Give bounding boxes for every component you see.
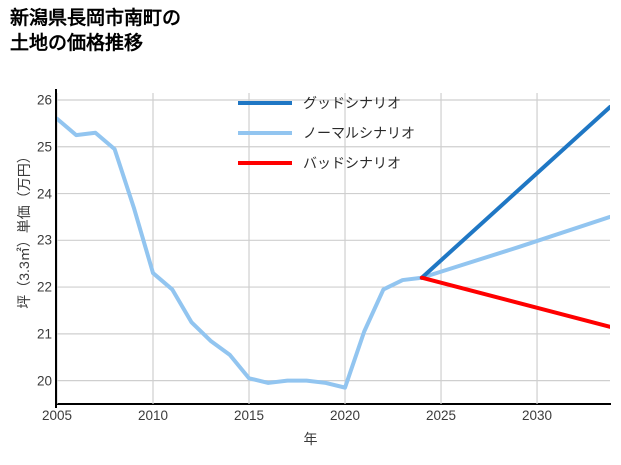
x-tick-label: 2015 (233, 408, 265, 423)
legend-item[interactable]: ノーマルシナリオ (238, 118, 468, 148)
plot-svg (57, 93, 610, 404)
y-tick-label: 23 (36, 232, 52, 248)
x-tick-label: 2030 (522, 408, 553, 423)
gridlines (57, 93, 610, 404)
legend-item[interactable]: バッドシナリオ (238, 148, 468, 178)
x-tick-label: 2025 (425, 408, 457, 423)
series-line (419, 275, 610, 329)
y-axis-label: 坪（3.3㎡）単価（万円） (16, 149, 32, 309)
legend-color-swatch (238, 161, 292, 165)
x-axis-spine (55, 403, 611, 405)
y-tick-label: 20 (36, 373, 52, 389)
x-tick-label: 2010 (137, 408, 169, 423)
y-tick-label: 26 (36, 92, 52, 108)
y-axis-tick-labels: 20 21 22 23 24 25 26 (0, 0, 52, 465)
legend-label: ノーマルシナリオ (303, 125, 415, 141)
y-tick-label: 21 (36, 326, 52, 342)
y-axis-spine (55, 89, 57, 408)
series-line (57, 116, 610, 390)
x-tick-label: 2020 (329, 408, 361, 423)
series-line (419, 105, 610, 280)
x-tick-label: 2005 (41, 408, 73, 423)
chart-title: 新潟県長岡市南町の 土地の価格推移 (10, 8, 182, 55)
legend-label: バッドシナリオ (303, 155, 401, 171)
series-lines (57, 105, 610, 390)
y-tick-label: 22 (36, 279, 52, 295)
legend-item[interactable]: グッドシナリオ (238, 88, 468, 118)
x-axis-label: 年 (303, 431, 318, 447)
y-tick-label: 25 (36, 139, 52, 155)
y-tick-label: 24 (36, 186, 52, 202)
legend-label: グッドシナリオ (303, 95, 401, 111)
legend-color-swatch (238, 101, 292, 105)
chart-legend: グッドシナリオ ノーマルシナリオ バッドシナリオ (238, 88, 468, 178)
legend-color-swatch (238, 131, 292, 135)
plot-area (57, 93, 610, 404)
